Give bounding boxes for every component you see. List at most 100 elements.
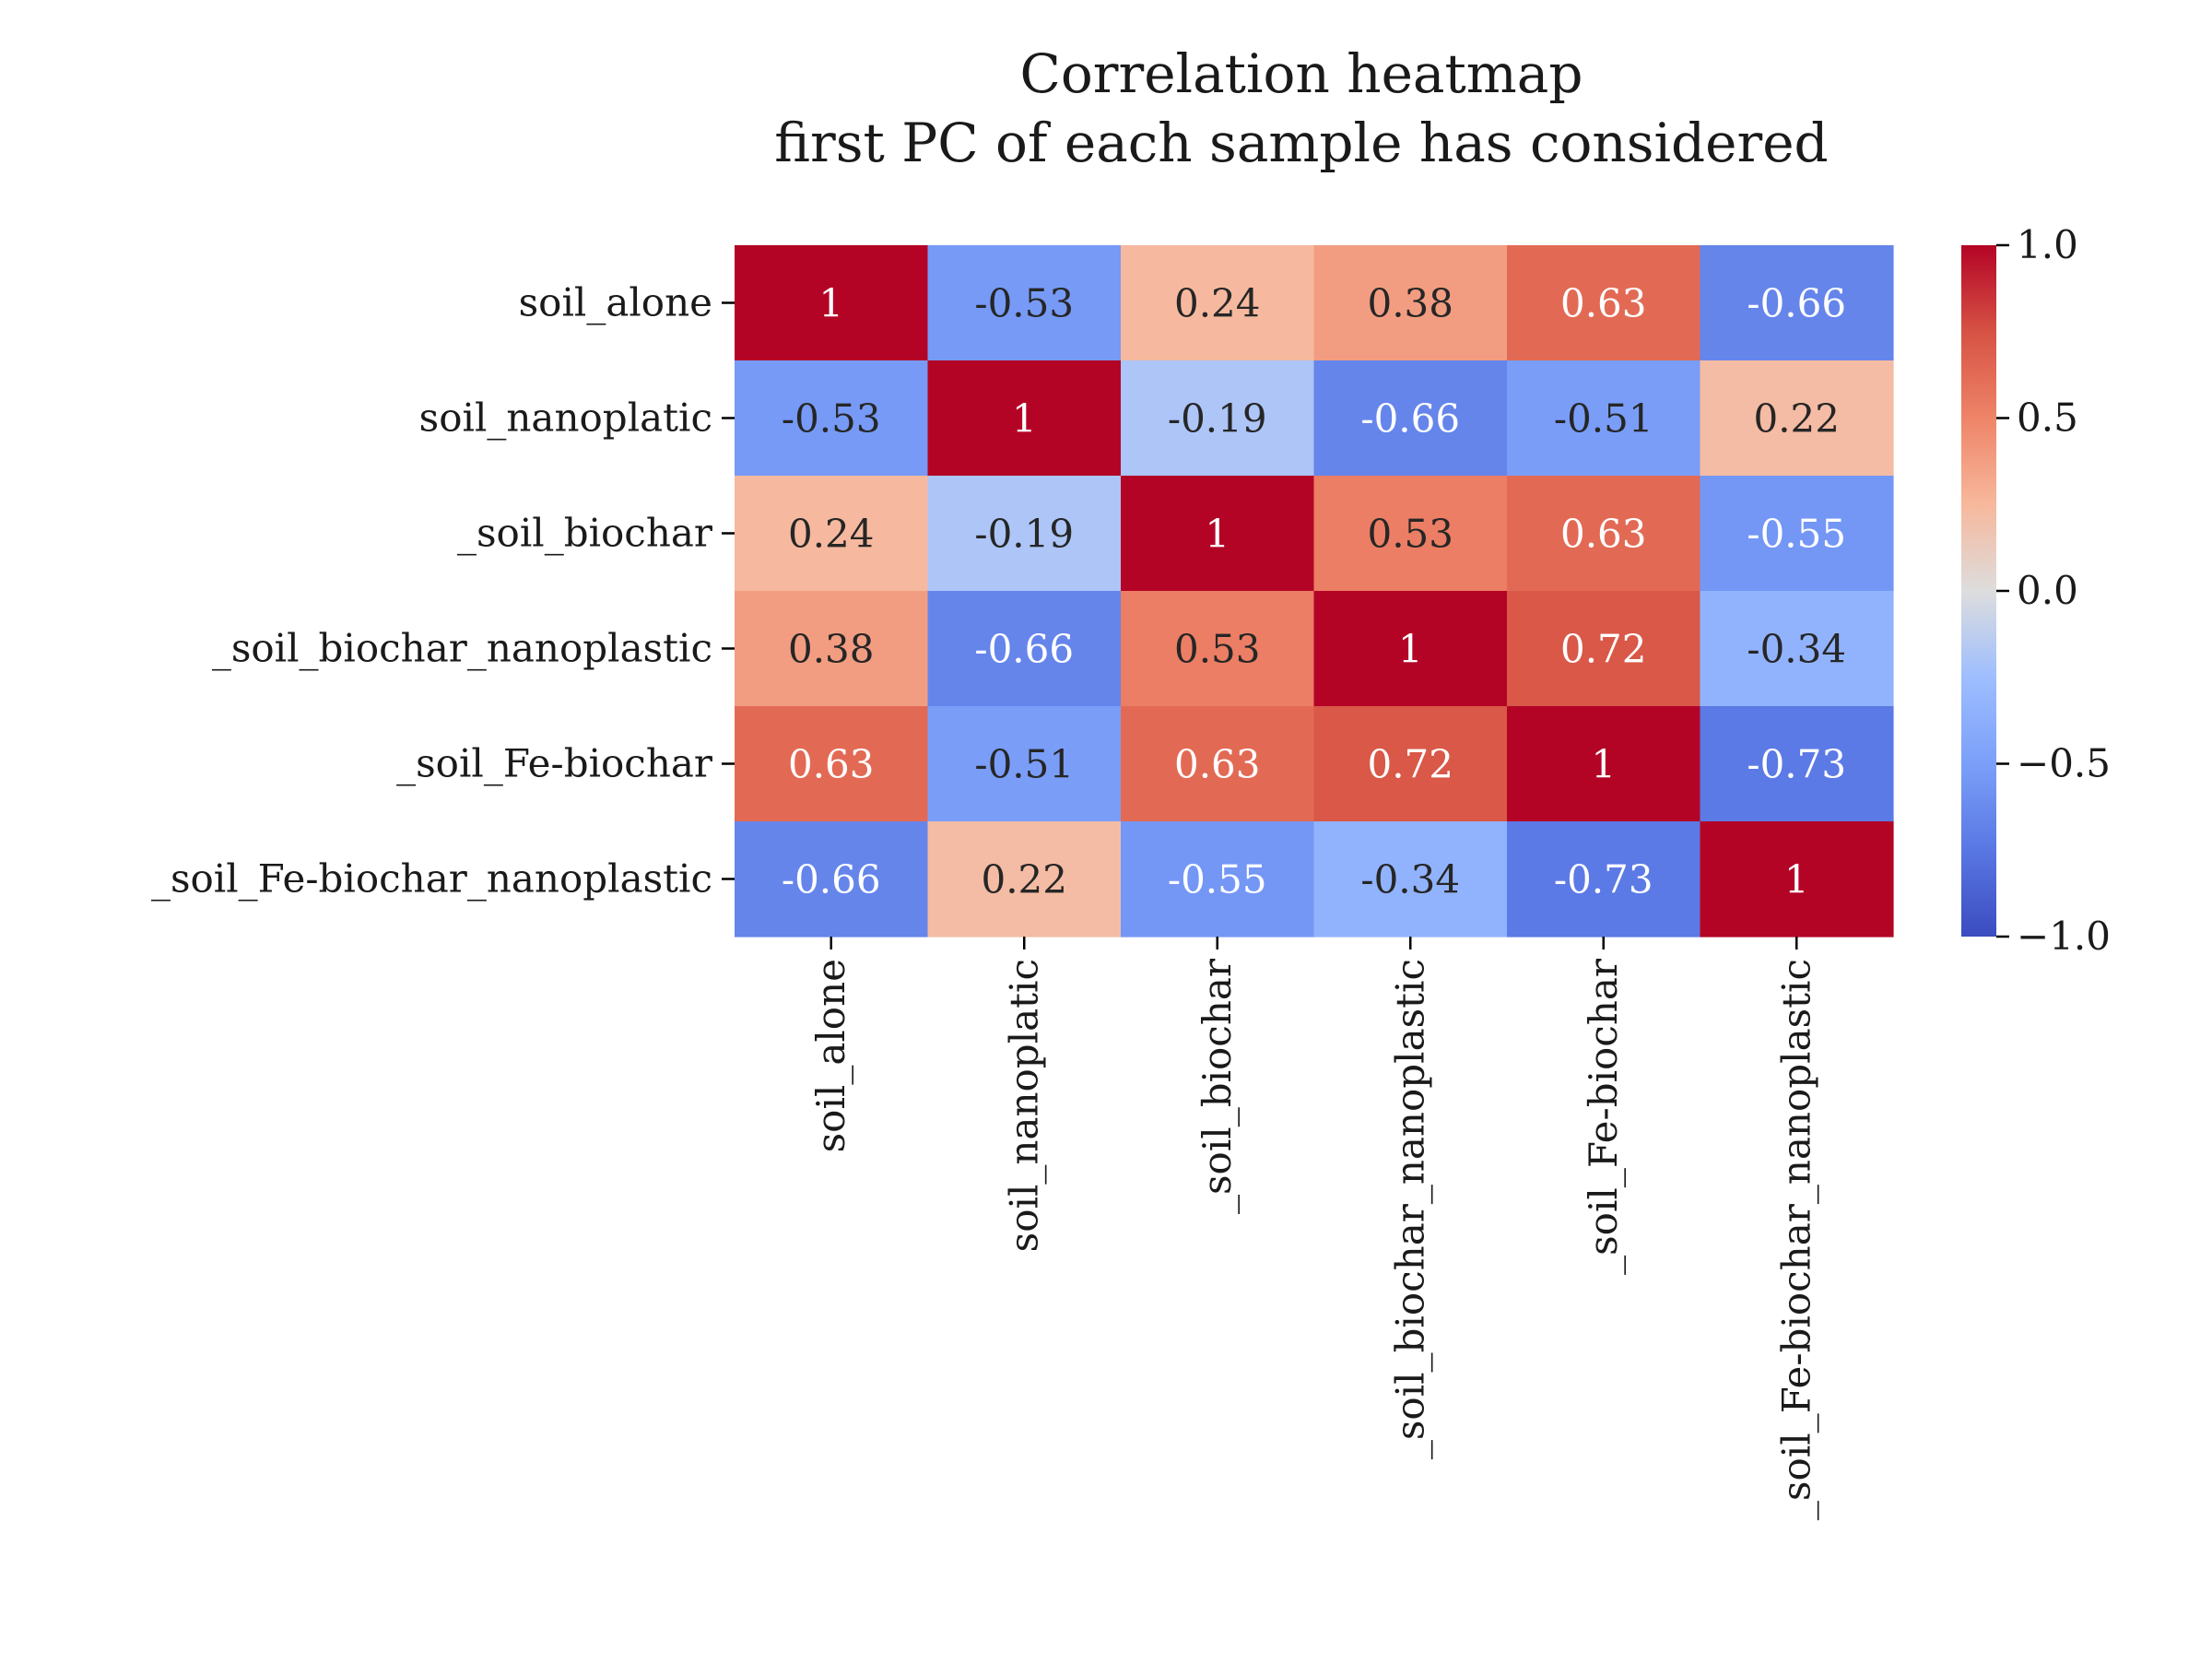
cell-annotation: -0.66 (1747, 281, 1846, 326)
cell-annotations: 1 -0.53 0.24 0.38 0.63 -0.66 -0.53 1 -0.19 -0.66 -… (782, 281, 1846, 902)
heatmap-cell (1121, 360, 1315, 477)
heatmap-cells (735, 245, 1894, 938)
cell-annotation: 0.24 (1174, 281, 1261, 326)
heatmap-cell (1700, 821, 1894, 938)
cell-annotation: -0.66 (974, 627, 1074, 672)
colorbar-gradient (1961, 245, 1996, 937)
x-tick-label: _soil_Fe-biochar (1581, 958, 1626, 1275)
cell-annotation: 0.63 (1560, 281, 1647, 326)
cell-annotation: -0.73 (1747, 742, 1846, 787)
cell-annotation: 0.53 (1367, 512, 1453, 557)
cell-annotation: 1 (1205, 512, 1230, 557)
y-tick-label: _soil_Fe-biochar_nanoplastic (151, 856, 712, 902)
heatmap-cell (735, 245, 929, 361)
heatmap-cell (1121, 591, 1315, 707)
cell-annotation: 0.38 (1367, 281, 1453, 326)
cell-annotation: -0.66 (1360, 396, 1460, 442)
x-tick-label: _soil_biochar (1194, 958, 1240, 1214)
cell-annotation: 0.24 (788, 512, 875, 557)
colorbar-tick-label: −1.0 (2017, 914, 2111, 959)
heatmap-cell (735, 706, 929, 822)
heatmap-cell (735, 591, 929, 707)
cell-annotation: 1 (1398, 627, 1423, 672)
cell-annotation: 0.53 (1174, 627, 1261, 672)
x-tick-label: soil_alone (808, 959, 853, 1152)
heatmap-cell (1121, 821, 1315, 938)
heatmap-cell (927, 706, 1122, 822)
x-tick-label: soil_nanoplatic (1001, 959, 1046, 1252)
x-tick-label: _soil_Fe-biochar_nanoplastic (1773, 959, 1818, 1520)
y-tick-label: _soil_biochar_nanoplastic (212, 626, 712, 671)
heatmap-cell (927, 476, 1122, 592)
heatmap-cell (1507, 821, 1701, 938)
cell-annotation: 1 (818, 281, 843, 326)
colorbar-tick-label: 0.5 (2017, 395, 2078, 441)
heatmap-cell (1700, 591, 1894, 707)
heatmap-cell (1313, 821, 1508, 938)
heatmap-cell (927, 591, 1122, 707)
cell-annotation: 0.72 (1560, 627, 1647, 672)
cell-annotation: -0.34 (1360, 857, 1460, 902)
heatmap-cell (1507, 476, 1701, 592)
heatmap-cell (927, 245, 1122, 361)
heatmap-cell (1313, 591, 1508, 707)
cell-annotation: -0.51 (974, 742, 1074, 787)
x-tick-label: _soil_biochar_nanoplastic (1387, 959, 1432, 1459)
cell-annotation: -0.19 (1168, 396, 1267, 442)
y-tick-label: soil_alone (519, 280, 712, 325)
heatmap-cell (735, 476, 929, 592)
colorbar-tick-label: 1.0 (2017, 222, 2078, 267)
heatmap-cell (1507, 245, 1701, 361)
y-axis: soil_alone soil_nanoplatic _soil_biochar _s… (151, 280, 735, 902)
heatmap-cell (927, 360, 1122, 477)
cell-annotation: -0.19 (974, 512, 1074, 557)
heatmap-cell (1507, 591, 1701, 707)
colorbar: 1.0 0.5 0.0 −0.5 −1.0 (1961, 222, 2111, 959)
heatmap-cell (1700, 360, 1894, 477)
heatmap-cell (1313, 706, 1508, 822)
heatmap-cell (735, 821, 929, 938)
cell-annotation: 0.22 (981, 857, 1067, 902)
heatmap-cell (1121, 476, 1315, 592)
cell-annotation: -0.53 (782, 396, 881, 442)
cell-annotation: -0.55 (1168, 857, 1267, 902)
chart-title: Correlation heatmap first PC of each samp… (774, 42, 1828, 174)
heatmap-cell (1121, 706, 1315, 822)
heatmap-cell (1313, 360, 1508, 477)
colorbar-tick-label: 0.0 (2017, 568, 2078, 613)
chart-title-line: Correlation heatmap (1019, 42, 1583, 105)
x-axis: soil_alone soil_nanoplatic _soil_biochar _s… (808, 937, 1818, 1520)
cell-annotation: 0.72 (1367, 742, 1453, 787)
heatmap-cell (927, 821, 1122, 938)
cell-annotation: 0.22 (1753, 396, 1840, 442)
cell-annotation: -0.53 (974, 281, 1074, 326)
cell-annotation: 1 (1012, 396, 1037, 442)
heatmap-cell (1507, 706, 1701, 822)
heatmap-cell (735, 360, 929, 477)
heatmap-cell (1700, 706, 1894, 822)
cell-annotation: 0.38 (788, 627, 875, 672)
cell-annotation: 0.63 (788, 742, 875, 787)
heatmap-cell (1313, 245, 1508, 361)
cell-annotation: 0.63 (1560, 512, 1647, 557)
y-tick-label: _soil_biochar (457, 511, 713, 556)
cell-annotation: 1 (1784, 857, 1809, 902)
heatmap-cell (1121, 245, 1315, 361)
cell-annotation: 1 (1591, 742, 1616, 787)
chart-title-line: first PC of each sample has considered (774, 112, 1828, 174)
cell-annotation: -0.51 (1554, 396, 1653, 442)
heatmap-cell (1313, 476, 1508, 592)
y-tick-label: _soil_Fe-biochar (396, 741, 713, 786)
heatmap-cell (1700, 245, 1894, 361)
cell-annotation: -0.55 (1747, 512, 1846, 557)
cell-annotation: 0.63 (1174, 742, 1261, 787)
cell-annotation: -0.73 (1554, 857, 1653, 902)
heatmap-cell (1507, 360, 1701, 477)
colorbar-tick-label: −0.5 (2017, 741, 2111, 786)
y-tick-label: soil_nanoplatic (419, 395, 712, 441)
heatmap-cell (1700, 476, 1894, 592)
cell-annotation: -0.34 (1747, 627, 1846, 672)
cell-annotation: -0.66 (782, 857, 881, 902)
